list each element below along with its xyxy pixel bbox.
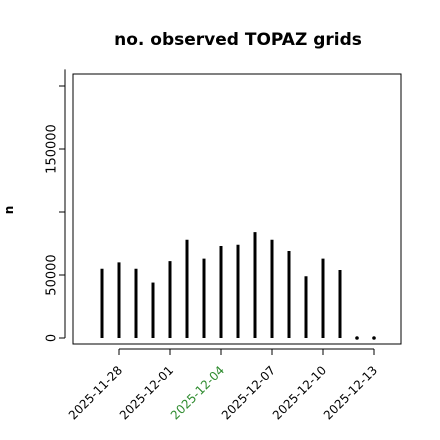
x-tick-label: 2025-12-13 xyxy=(321,363,380,422)
y-axis-label: n xyxy=(2,206,16,215)
y-tick-label: 0 xyxy=(45,334,60,342)
x-tick-label: 2025-12-04 xyxy=(168,363,227,422)
bars xyxy=(100,232,376,340)
y-tick-label: 150000 xyxy=(45,124,60,174)
y-tick-label: 50000 xyxy=(45,254,60,295)
x-tick-label: 2025-11-28 xyxy=(66,363,125,422)
x-tick-label: 2025-12-10 xyxy=(270,363,329,422)
x-tick-label: 2025-12-01 xyxy=(117,363,176,422)
bar xyxy=(372,336,376,340)
bar xyxy=(355,336,359,340)
y-axis: 0 50000 150000 xyxy=(45,69,66,342)
x-axis: 2025-11-282025-12-012025-12-042025-12-07… xyxy=(66,348,380,422)
chart-title: no. observed TOPAZ grids xyxy=(114,30,362,50)
x-tick-label: 2025-12-07 xyxy=(219,363,278,422)
plot-frame xyxy=(72,73,402,345)
